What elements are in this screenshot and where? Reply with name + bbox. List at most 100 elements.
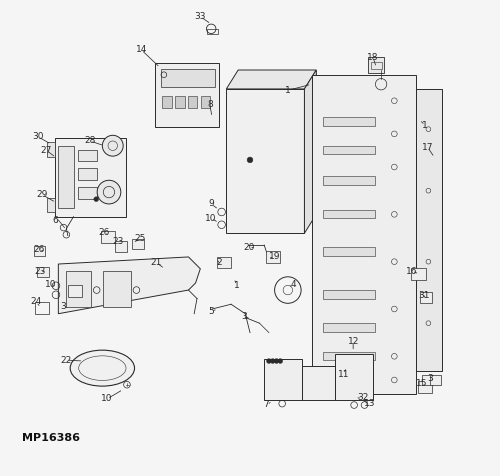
Bar	[78, 188, 97, 199]
Bar	[302, 366, 335, 400]
Bar	[78, 169, 97, 180]
Bar	[162, 96, 172, 108]
Bar	[66, 271, 92, 307]
Bar	[324, 177, 376, 185]
Text: 17: 17	[422, 143, 433, 152]
Text: 20: 20	[244, 243, 254, 252]
Text: 33: 33	[194, 12, 206, 21]
Circle shape	[94, 197, 98, 201]
Bar	[324, 290, 376, 298]
Bar	[368, 57, 384, 73]
Bar	[324, 117, 376, 126]
Text: 7: 7	[264, 400, 270, 409]
Bar	[335, 354, 373, 400]
Text: 25: 25	[134, 235, 146, 243]
Text: 28: 28	[84, 137, 96, 146]
Text: 27: 27	[41, 146, 52, 155]
Text: 26: 26	[98, 228, 110, 237]
Circle shape	[278, 359, 282, 363]
Bar	[412, 268, 426, 280]
Bar	[34, 246, 46, 257]
Text: 13: 13	[364, 399, 375, 408]
Circle shape	[270, 359, 275, 363]
Bar	[324, 146, 376, 154]
Bar	[324, 352, 376, 360]
Bar	[201, 96, 210, 108]
Bar	[104, 271, 130, 307]
Text: 3: 3	[242, 312, 247, 320]
Text: 3: 3	[60, 302, 66, 311]
Text: 29: 29	[36, 190, 48, 199]
Bar	[430, 375, 440, 385]
Bar	[132, 239, 144, 249]
Text: 21: 21	[150, 258, 162, 267]
Text: 1: 1	[234, 281, 239, 290]
Text: 30: 30	[32, 132, 44, 141]
Text: 12: 12	[348, 337, 359, 346]
Text: 1: 1	[422, 121, 428, 130]
Text: 5: 5	[208, 307, 214, 316]
Text: 11: 11	[338, 370, 349, 379]
Bar	[217, 257, 231, 268]
Bar	[54, 138, 126, 217]
Bar	[416, 89, 442, 370]
Text: 16: 16	[406, 267, 417, 276]
Text: 2: 2	[216, 258, 222, 267]
Text: 23: 23	[113, 237, 124, 246]
Text: 1: 1	[285, 86, 290, 95]
Bar	[226, 89, 304, 233]
Circle shape	[274, 359, 279, 363]
Polygon shape	[304, 70, 316, 233]
Bar	[324, 209, 376, 218]
Bar	[420, 292, 432, 303]
Bar	[324, 248, 376, 256]
Circle shape	[97, 180, 121, 204]
Text: 18: 18	[368, 53, 379, 62]
Bar	[48, 142, 54, 157]
Text: 23: 23	[34, 267, 46, 276]
Bar	[188, 96, 198, 108]
Bar	[68, 285, 82, 297]
Bar	[37, 267, 48, 278]
Text: 15: 15	[416, 379, 427, 388]
Text: 19: 19	[269, 252, 280, 261]
Bar	[312, 75, 416, 394]
Bar	[58, 146, 74, 208]
Bar	[371, 62, 382, 69]
Text: 26: 26	[34, 245, 44, 254]
Text: 9: 9	[208, 199, 214, 208]
Text: 6: 6	[52, 216, 58, 225]
Text: 10: 10	[44, 280, 56, 289]
Text: 31: 31	[418, 291, 430, 300]
Text: 10: 10	[102, 395, 113, 403]
Bar	[266, 251, 280, 263]
Bar	[48, 198, 54, 212]
Bar	[156, 63, 219, 127]
Text: 4: 4	[290, 280, 296, 289]
Bar	[78, 149, 97, 161]
Bar	[175, 96, 184, 108]
Circle shape	[102, 135, 123, 156]
Text: 22: 22	[61, 356, 72, 365]
Circle shape	[247, 157, 253, 163]
Bar	[418, 381, 432, 393]
Bar	[35, 302, 50, 314]
Ellipse shape	[70, 350, 134, 386]
Bar	[264, 359, 302, 400]
Text: 3: 3	[427, 374, 432, 383]
Bar	[102, 231, 114, 243]
Bar	[161, 69, 216, 87]
Circle shape	[266, 359, 272, 363]
Text: 32: 32	[357, 394, 368, 402]
Bar	[208, 29, 218, 34]
Text: MP16386: MP16386	[22, 434, 80, 444]
Bar	[422, 375, 434, 385]
Text: 8: 8	[207, 100, 212, 109]
Polygon shape	[226, 70, 316, 89]
Text: 24: 24	[30, 298, 42, 307]
Text: 14: 14	[136, 45, 147, 54]
Polygon shape	[58, 257, 201, 314]
Bar	[324, 323, 376, 332]
Text: 10: 10	[206, 214, 217, 223]
Bar	[116, 241, 127, 252]
